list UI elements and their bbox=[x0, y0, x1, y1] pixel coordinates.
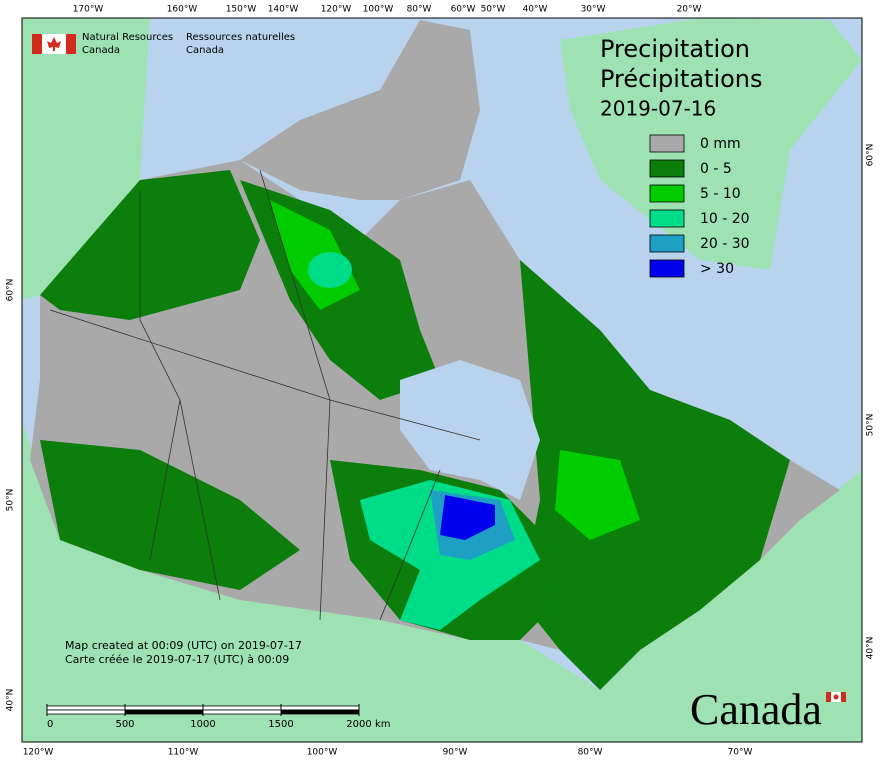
graticule-labels: 170°W 160°W 150°W 140°W 120°W 100°W 80°W 60°W 50… bbox=[6, 5, 876, 758]
scale-unit: km bbox=[375, 719, 391, 730]
department-fr: Canada bbox=[186, 45, 224, 56]
longitude-label: 50°W bbox=[481, 5, 506, 15]
legend-swatch bbox=[649, 184, 685, 203]
longitude-label: 120°W bbox=[23, 748, 54, 758]
longitude-label: 110°W bbox=[168, 748, 199, 758]
zone-5-10 bbox=[555, 450, 640, 540]
longitude-label: 140°W bbox=[268, 5, 299, 15]
scale-segment bbox=[280, 709, 360, 715]
scale-segment bbox=[280, 705, 360, 711]
scale-segment bbox=[46, 705, 126, 711]
latitude-label: 40°N bbox=[866, 637, 876, 660]
map-body bbox=[22, 18, 862, 742]
scale-segment bbox=[202, 709, 282, 715]
scale-bar: 0 500 1000 1500 2000 km bbox=[46, 704, 391, 730]
scale-label: 1000 bbox=[190, 719, 215, 730]
scale-segment bbox=[46, 709, 126, 715]
zone-0-5 bbox=[40, 440, 300, 590]
longitude-label: 80°W bbox=[407, 5, 432, 15]
scale-label: 0 bbox=[47, 719, 53, 730]
longitude-label: 90°W bbox=[443, 748, 468, 758]
title-date: 2019-07-16 bbox=[600, 97, 716, 121]
longitude-label: 160°W bbox=[167, 5, 198, 15]
longitude-label: 70°W bbox=[728, 748, 753, 758]
legend-swatch bbox=[649, 134, 685, 153]
note: Map created at 00:09 (UTC) on 2019-07-17 bbox=[65, 639, 302, 652]
legend: 0 mm 0 - 5 5 - 10 10 - 20 20 - 30 > 30 bbox=[649, 134, 750, 278]
borders bbox=[49, 169, 481, 621]
latitude-label: 40°N bbox=[6, 689, 16, 712]
legend-label: 0 - 5 bbox=[700, 161, 732, 177]
greenland bbox=[560, 18, 862, 270]
title-fr: Précipitations bbox=[600, 65, 763, 93]
legend-label: 10 - 20 bbox=[700, 211, 750, 227]
scale-segment bbox=[124, 705, 204, 711]
longitude-label: 100°W bbox=[363, 5, 394, 15]
zone-10-20 bbox=[308, 252, 352, 288]
legend-swatch bbox=[649, 259, 685, 278]
note: Carte créée le 2019-07-17 (UTC) à 00:09 bbox=[65, 653, 289, 666]
usa bbox=[22, 420, 862, 742]
longitude-label: 40°W bbox=[523, 5, 548, 15]
longitude-label: 60°W bbox=[451, 5, 476, 15]
scale-label: 2000 bbox=[346, 719, 371, 730]
scale-segment bbox=[202, 705, 282, 711]
latitude-label: 60°N bbox=[866, 144, 876, 167]
wordmark: Canada bbox=[690, 685, 822, 734]
department-en: Natural Resources bbox=[82, 32, 173, 43]
longitude-label: 80°W bbox=[578, 748, 603, 758]
map-frame bbox=[21, 17, 863, 743]
legend-label: 20 - 30 bbox=[700, 236, 750, 252]
longitude-label: 20°W bbox=[677, 5, 702, 15]
zone-over-30 bbox=[440, 495, 495, 540]
flag bbox=[32, 34, 76, 54]
department-en: Canada bbox=[82, 45, 120, 56]
latitude-label: 50°N bbox=[6, 489, 16, 512]
longitude-label: 150°W bbox=[226, 5, 257, 15]
legend-label: 0 mm bbox=[700, 136, 741, 152]
legend-label: > 30 bbox=[700, 261, 734, 277]
wordmark-flag bbox=[826, 692, 846, 702]
legend-label: 5 - 10 bbox=[700, 186, 741, 202]
scale-label: 500 bbox=[115, 719, 134, 730]
longitude-label: 100°W bbox=[307, 748, 338, 758]
scale-segment bbox=[124, 709, 204, 715]
title-en: Precipitation bbox=[600, 35, 750, 63]
arctic-islands bbox=[240, 20, 480, 200]
latitude-label: 60°N bbox=[6, 279, 16, 302]
hudson-bay bbox=[400, 360, 540, 500]
legend-swatch bbox=[649, 234, 685, 253]
legend-swatch bbox=[649, 209, 685, 228]
longitude-label: 170°W bbox=[73, 5, 104, 15]
alaska bbox=[22, 18, 150, 300]
latitude-label: 50°N bbox=[866, 414, 876, 437]
department-fr: Ressources naturelles bbox=[186, 32, 295, 43]
longitude-label: 120°W bbox=[321, 5, 352, 15]
longitude-label: 30°W bbox=[581, 5, 606, 15]
legend-swatch bbox=[649, 159, 685, 178]
zone-0-5 bbox=[520, 260, 790, 690]
zone-0-5 bbox=[40, 170, 260, 320]
scale-label: 1500 bbox=[268, 719, 293, 730]
